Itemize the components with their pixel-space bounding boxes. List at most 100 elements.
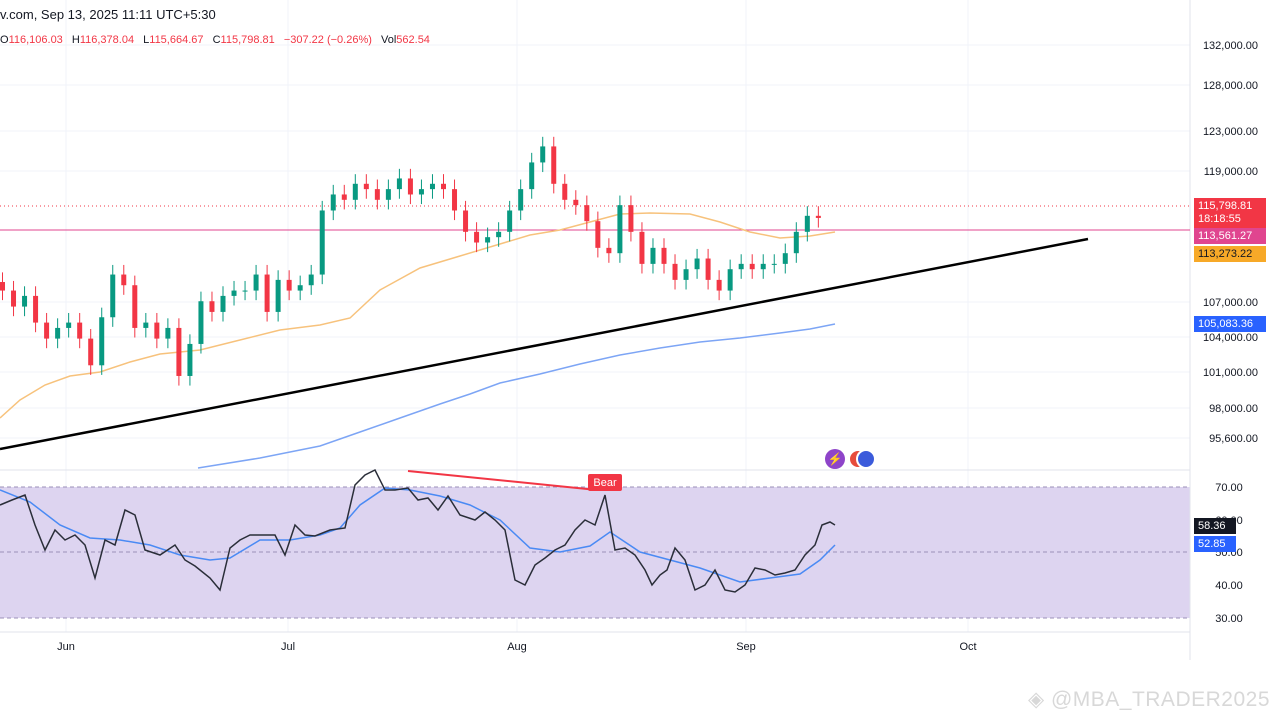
candle-body: [452, 189, 458, 211]
candle-body: [99, 317, 105, 366]
trendline[interactable]: [0, 237, 1089, 451]
candle-body: [396, 178, 402, 190]
candle-body: [242, 290, 248, 292]
candle-body: [319, 210, 325, 275]
candle-body: [705, 258, 711, 280]
time-tick-label: Sep: [736, 641, 756, 653]
bear-label-text: Bear: [593, 477, 617, 489]
rsi-ma-value-tag: 52.85: [1194, 536, 1236, 552]
watermark: ◈ @MBA_TRADER2025: [1028, 687, 1270, 712]
candle-body: [286, 279, 292, 291]
price-tick-label: 101,000.00: [1203, 367, 1258, 379]
candle-body: [815, 215, 821, 218]
last-price-value: 115,798.81: [1198, 200, 1253, 212]
candle-body: [110, 274, 116, 318]
candle-body: [374, 189, 380, 200]
time-tick-label: Aug: [507, 641, 527, 653]
candle-body: [628, 205, 634, 232]
candle-body: [716, 279, 722, 291]
lightning-icon[interactable]: ⚡: [825, 449, 845, 469]
candle-body: [385, 189, 391, 200]
vol-label: Vol: [380, 34, 397, 46]
candle-body: [187, 343, 193, 376]
candle-body: [573, 199, 579, 206]
candle-body: [672, 263, 678, 280]
candle-body: [22, 295, 28, 307]
candle-body: [463, 210, 469, 232]
candle-body: [562, 183, 568, 200]
rsi-value-tag: 58.36: [1194, 518, 1236, 534]
candle-body: [297, 285, 303, 291]
candle-body: [253, 274, 259, 291]
candles-group: [0, 136, 821, 386]
bar-countdown: 18:18:55: [1198, 213, 1241, 225]
candle-body: [496, 231, 502, 238]
vol-value: 562.54: [396, 34, 430, 46]
price-tick-label: 128,000.00: [1203, 80, 1258, 92]
rsi-tick-label: 30.00: [1215, 613, 1243, 625]
candle-body: [694, 258, 700, 270]
candle-body: [198, 301, 204, 344]
rsi-bear-divergence-line: [407, 470, 598, 491]
candle-body: [749, 263, 755, 270]
candle-body: [121, 274, 127, 286]
candle-body: [617, 205, 623, 254]
candle-body: [308, 274, 314, 286]
candle-body: [584, 205, 590, 222]
ohlc-l-label: L: [143, 34, 150, 46]
candle-body: [154, 322, 160, 339]
candle-body: [55, 327, 61, 339]
watermark-text: @MBA_TRADER2025: [1050, 688, 1270, 711]
price-tick-label: 104,000.00: [1203, 332, 1258, 344]
chart-title: v.com, Sep 13, 2025 11:11 UTC+5:30: [0, 7, 216, 22]
price-tick-label: 123,000.00: [1203, 126, 1258, 138]
candle-body: [727, 269, 733, 291]
candle-body: [88, 338, 94, 366]
price-tick-label: 95,600.00: [1209, 433, 1258, 445]
candle-body: [275, 279, 281, 312]
candle-body: [804, 215, 810, 232]
candle-body: [341, 194, 347, 200]
time-tick-label: Jun: [57, 641, 75, 653]
ohlc-h-value: 116,378.04: [79, 34, 135, 46]
candle-body: [507, 210, 513, 232]
ohlc-c-label: C: [212, 34, 221, 46]
candle-body: [683, 269, 689, 280]
candle-body: [540, 146, 546, 163]
time-tick-label: Oct: [959, 641, 976, 653]
candle-body: [529, 162, 535, 190]
candle-body: [661, 247, 667, 264]
candle-body: [33, 295, 39, 323]
watermark-logo-icon: ◈: [1027, 688, 1051, 711]
us-flag-icon-2[interactable]: [856, 449, 876, 469]
candle-body: [176, 327, 182, 376]
ohlc-l-value: 115,664.67: [149, 34, 204, 46]
price-tick-label: 98,000.00: [1209, 403, 1258, 415]
candle-body: [474, 231, 480, 243]
ohlc-o-value: 116,106.03: [8, 34, 63, 46]
bear-label: Bear: [588, 474, 622, 491]
ohlc-change: −307.22 (−0.26%): [283, 34, 372, 46]
ohlc-o-label: O: [0, 34, 9, 46]
ma50-line: [0, 212, 836, 419]
price-tick-label: 132,000.00: [1203, 40, 1258, 52]
candle-body: [606, 247, 612, 254]
candle-body: [44, 322, 50, 339]
ma200-line: [197, 323, 836, 469]
price-axis[interactable]: 132,000.00 128,000.00 123,000.00 119,000.00…: [1203, 40, 1258, 445]
candle-body: [650, 247, 656, 264]
candle-body: [595, 221, 601, 248]
candle-body: [165, 327, 171, 339]
candle-body: [639, 231, 645, 264]
time-axis[interactable]: Jun Jul Aug Sep Oct: [57, 641, 976, 653]
candle-body: [11, 290, 17, 307]
candle-body: [352, 183, 358, 200]
time-tick-label: Jul: [281, 641, 295, 653]
candle-body: [551, 146, 557, 184]
hline-price-tag: 113,561.27: [1194, 228, 1266, 244]
candle-body: [441, 183, 446, 190]
candle-body: [738, 263, 744, 270]
candle-body: [209, 301, 215, 312]
